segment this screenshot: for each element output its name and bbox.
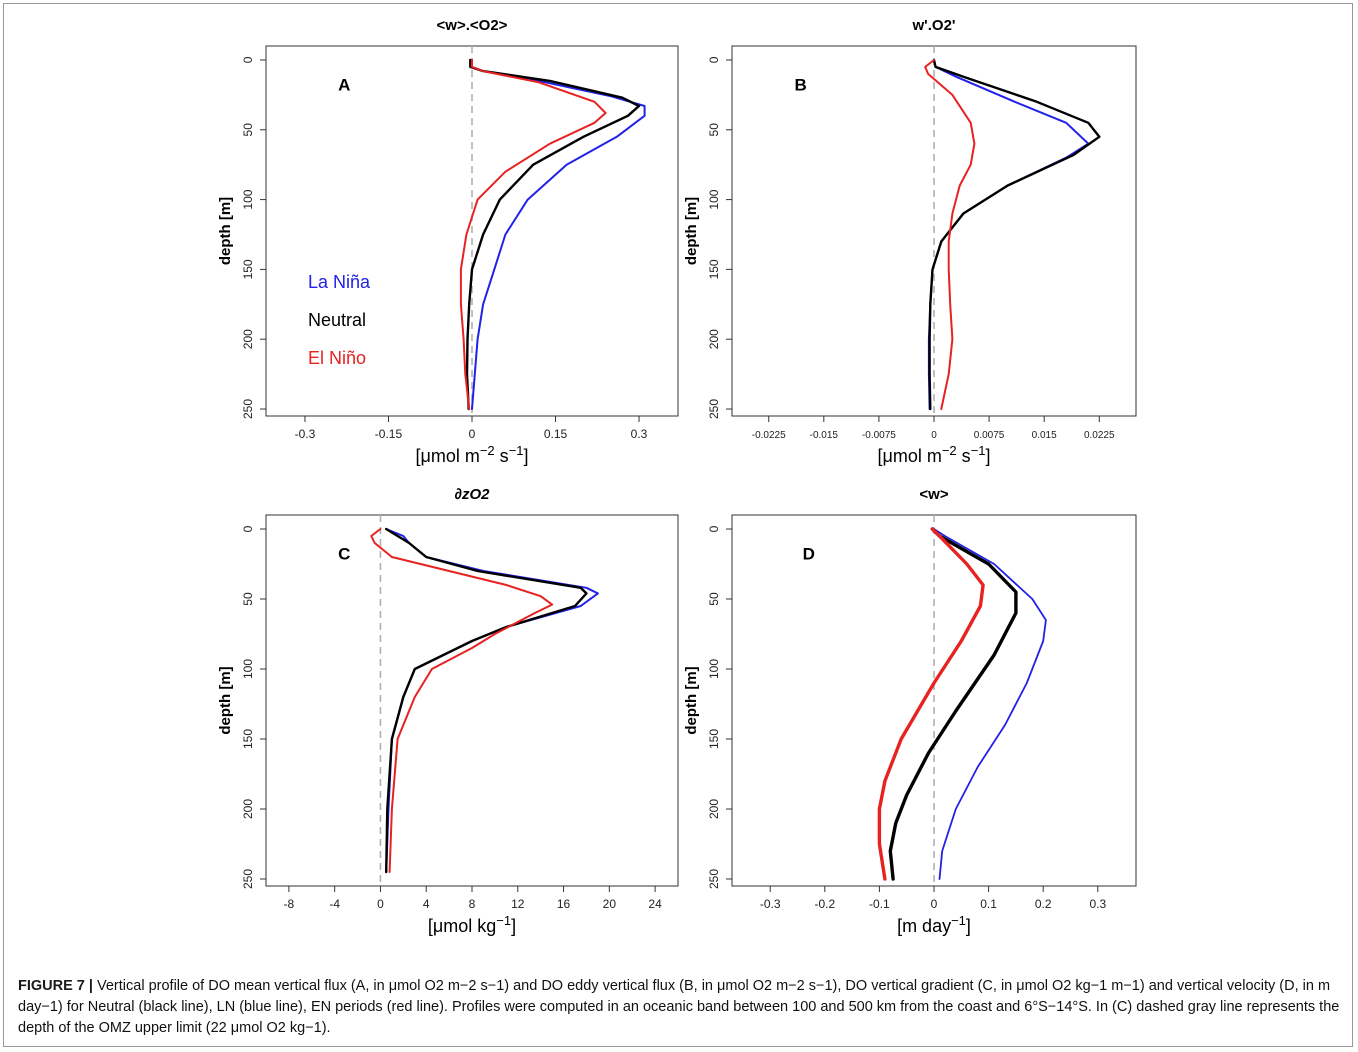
y-tick-label: 150 <box>241 259 255 279</box>
y-tick-label: 250 <box>707 869 721 889</box>
legend-entry: El Niño <box>308 348 366 368</box>
y-tick-label: 100 <box>241 659 255 679</box>
y-tick-label: 150 <box>707 729 721 749</box>
x-tick-label: -0.0075 <box>862 430 896 441</box>
series-line-neutral <box>888 527 1018 881</box>
y-axis-label: depth [m] <box>217 197 234 265</box>
x-tick-label: -4 <box>329 897 340 911</box>
y-tick-label: 200 <box>707 799 721 819</box>
x-tick-label: 0.15 <box>544 427 568 441</box>
panel-title: ∂zO2 <box>455 486 491 503</box>
x-tick-label: 20 <box>603 897 617 911</box>
y-tick-label: 200 <box>241 329 255 349</box>
y-tick-label: 250 <box>707 399 721 419</box>
panel-b: w'.O2' -0.0225 -0.015 -0.0075 0 0.0075 0.015 0.… <box>683 17 1137 466</box>
y-tick-label: 0 <box>241 56 255 63</box>
series-line-el-nino <box>924 59 976 410</box>
x-tick-label: 0.0075 <box>974 430 1005 441</box>
x-tick-label: 0.2 <box>1035 897 1052 911</box>
panel-c: ∂zO2 -8 -4 0 4 8 12 16 20 24 0 50 100 150 200 250 [μmol … <box>217 486 679 936</box>
y-tick-label: 50 <box>707 123 721 137</box>
panel-letter: A <box>338 75 350 94</box>
y-tick-label: 50 <box>241 592 255 606</box>
legend-entry: La Niña <box>308 272 371 292</box>
figure-caption: FIGURE 7 | Vertical profile of DO mean v… <box>18 976 1343 1039</box>
x-tick-label: -8 <box>284 897 295 911</box>
x-axis-label: [μmol m−2 s−1] <box>877 443 990 466</box>
y-tick-label: 50 <box>707 592 721 606</box>
panel-title: <w>.<O2> <box>437 17 508 34</box>
x-tick-label: 16 <box>557 897 571 911</box>
x-tick-label: 0.0225 <box>1084 430 1115 441</box>
y-tick-label: 200 <box>707 329 721 349</box>
x-tick-label: -0.3 <box>295 427 316 441</box>
x-tick-label: -0.3 <box>760 897 781 911</box>
x-tick-label: 0.015 <box>1032 430 1057 441</box>
series-line-neutral <box>385 527 588 874</box>
series-line-la-nina <box>385 528 599 873</box>
x-axis-label: [μmol kg−1] <box>428 913 516 936</box>
y-tick-label: 150 <box>241 729 255 749</box>
y-tick-label: 200 <box>241 799 255 819</box>
y-tick-label: 100 <box>707 659 721 679</box>
y-tick-label: 150 <box>707 259 721 279</box>
panel-title: w'.O2' <box>912 17 956 34</box>
caption-text: Vertical profile of DO mean vertical flu… <box>18 978 1340 1036</box>
x-tick-label: 0 <box>469 427 476 441</box>
panel-letter: D <box>803 545 815 564</box>
y-tick-label: 50 <box>241 123 255 137</box>
y-tick-label: 0 <box>241 525 255 532</box>
x-axis-label: [μmol m−2 s−1] <box>415 443 528 466</box>
series-line-el-nino <box>370 528 554 873</box>
x-tick-label: -0.015 <box>810 430 839 441</box>
y-tick-label: 250 <box>241 399 255 419</box>
x-tick-label: 12 <box>511 897 525 911</box>
x-tick-label: 0.3 <box>631 427 648 441</box>
x-tick-label: 0 <box>931 897 938 911</box>
x-axis-label: [m day−1] <box>897 913 971 936</box>
panel-letter: C <box>338 545 350 564</box>
series-line-neutral <box>465 58 641 411</box>
series-line-el-nino <box>877 527 985 881</box>
x-tick-label: 8 <box>469 897 476 911</box>
y-tick-label: 0 <box>707 56 721 63</box>
y-tick-label: 0 <box>707 525 721 532</box>
y-axis-label: depth [m] <box>683 197 700 265</box>
y-tick-label: 250 <box>241 869 255 889</box>
y-axis-label: depth [m] <box>683 666 700 734</box>
series-line-el-nino <box>459 59 607 410</box>
x-tick-label: -0.0225 <box>752 430 786 441</box>
panel-letter: B <box>795 75 807 94</box>
panel-a: <w>.<O2> -0.3 -0.15 0 0.15 0.3 0 50 100 150 200 250… <box>217 17 679 466</box>
x-tick-label: 0.1 <box>980 897 997 911</box>
y-tick-label: 100 <box>707 189 721 209</box>
y-axis-label: depth [m] <box>217 666 234 734</box>
x-tick-label: 0 <box>377 897 384 911</box>
x-tick-label: 24 <box>648 897 662 911</box>
panel-title: <w> <box>919 486 948 503</box>
y-tick-label: 100 <box>241 189 255 209</box>
series-line-la-nina <box>933 528 1047 880</box>
figure-panels: <w>.<O2>-0.3 -0.15 0 0.15 0.3050100150200250… <box>217 17 1137 936</box>
x-tick-label: 4 <box>423 897 430 911</box>
figure-frame <box>3 3 1353 1047</box>
caption-label: FIGURE 7 | <box>18 978 93 994</box>
series-line-la-nina <box>471 59 646 410</box>
x-tick-label: -0.2 <box>814 897 835 911</box>
series-line-neutral <box>928 58 1101 411</box>
x-tick-label: 0 <box>931 430 937 441</box>
legend-entry: Neutral <box>308 310 366 330</box>
x-tick-label: 0.3 <box>1089 897 1106 911</box>
x-tick-label: -0.1 <box>869 897 890 911</box>
panel-d: <w> -0.3 -0.2 -0.1 0 0.1 0.2 0.3 0 50 100 150 200 250… <box>683 486 1137 936</box>
x-tick-label: -0.15 <box>375 427 403 441</box>
